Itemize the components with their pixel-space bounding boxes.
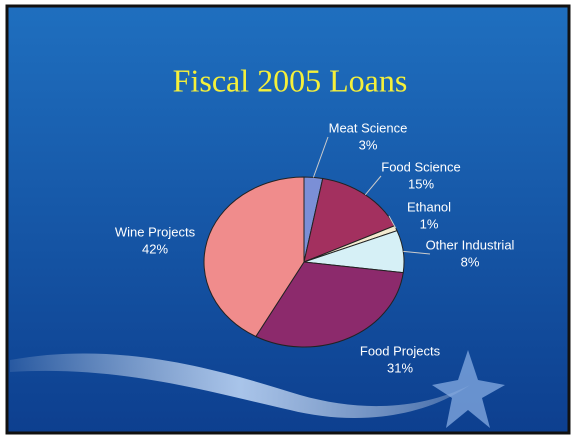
chart-title: Fiscal 2005 Loans (173, 62, 408, 98)
slice-value: 3% (359, 137, 378, 152)
leader-line (388, 215, 397, 229)
slice-name: Meat Science (329, 120, 408, 135)
slice-value: 42% (142, 241, 168, 256)
slice-value: 31% (387, 360, 413, 375)
leader-line (364, 175, 382, 196)
slice-name: Food Projects (360, 343, 441, 358)
star (432, 350, 505, 428)
leader-line (312, 136, 329, 178)
slice-name: Wine Projects (115, 224, 196, 239)
slice-name: Other Industrial (426, 237, 515, 252)
slice-name: Ethanol (407, 199, 451, 214)
slice-value: 8% (461, 254, 480, 269)
slice-name: Food Science (381, 159, 461, 174)
pie-slice (255, 261, 404, 348)
slice-value: 15% (408, 176, 434, 191)
pie-slice (203, 176, 305, 338)
swoosh (10, 353, 470, 418)
leader-line (403, 250, 431, 255)
slice-value: 1% (420, 216, 439, 231)
